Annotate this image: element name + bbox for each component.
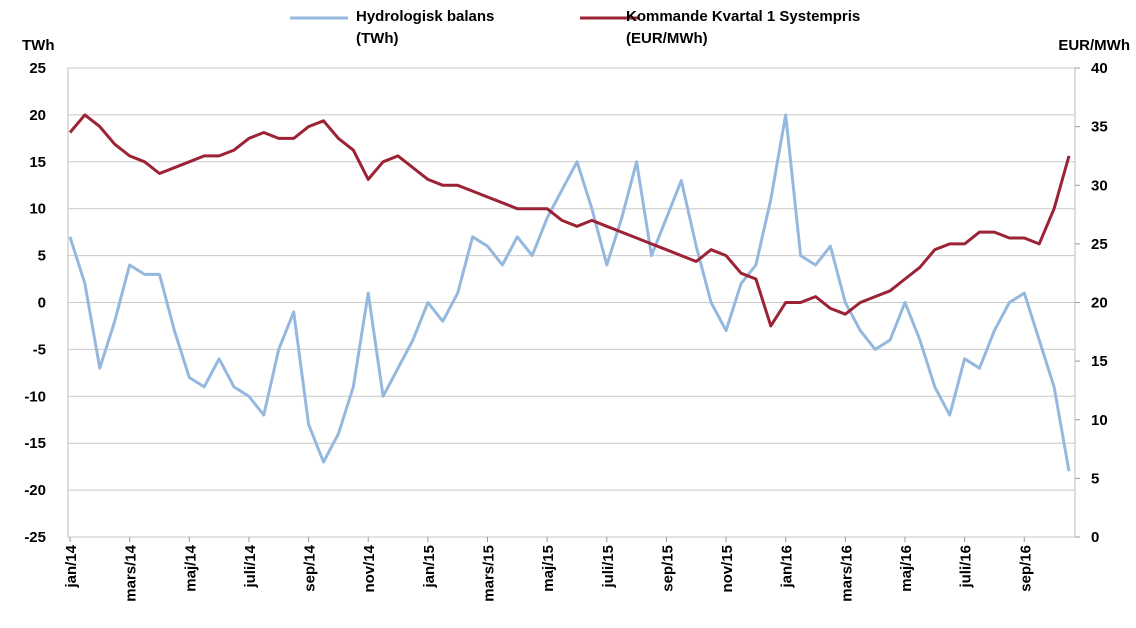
y2-tick-label: 10 (1091, 412, 1108, 429)
y-tick-label: 15 (29, 154, 46, 171)
y-tick-label: 20 (29, 107, 46, 124)
x-tick-label: jan/14 (63, 544, 80, 588)
x-tick-label: nov/14 (361, 544, 378, 592)
x-tick-label: maj/14 (182, 544, 199, 591)
y2-tick-label: 5 (1091, 470, 1099, 487)
y-tick-label: 5 (38, 248, 46, 265)
x-tick-label: juli/16 (958, 545, 975, 589)
x-tick-label: jan/15 (421, 545, 438, 589)
y2-tick-label: 20 (1091, 295, 1108, 312)
x-tick-label: mars/16 (838, 545, 855, 602)
x-tick-label: maj/16 (898, 545, 915, 592)
x-tick-label: mars/15 (480, 545, 497, 602)
y2-tick-label: 40 (1091, 60, 1108, 77)
series-line (68, 113, 1071, 472)
y2-tick-label: 15 (1091, 353, 1108, 370)
x-tick-label: sep/14 (302, 544, 319, 591)
x-tick-label: sep/16 (1017, 545, 1034, 592)
x-tick-label: juli/14 (242, 544, 259, 588)
series-line (68, 113, 1071, 328)
y-tick-label: -15 (24, 435, 46, 452)
y-tick-label: 25 (29, 60, 46, 77)
y2-tick-label: 30 (1091, 177, 1108, 194)
x-tick-label: mars/14 (123, 544, 140, 601)
x-tick-label: jan/16 (779, 545, 796, 589)
x-tick-label: sep/15 (659, 545, 676, 592)
y-tick-label: 0 (38, 295, 46, 312)
y2-tick-label: 35 (1091, 119, 1108, 136)
y-tick-label: -25 (24, 529, 46, 546)
y-tick-label: 10 (29, 201, 46, 218)
y2-tick-label: 25 (1091, 236, 1108, 253)
y2-tick-label: 0 (1091, 529, 1099, 546)
legend-label: Kommande Kvartal 1 Systempris (EUR/MWh) (626, 8, 861, 47)
y-tick-label: -5 (33, 341, 46, 358)
y-tick-label: -10 (24, 388, 46, 405)
legend-label: Hydrologisk balans (TWh) (356, 8, 495, 47)
y-tick-label: -20 (24, 482, 46, 499)
x-tick-label: juli/15 (600, 545, 617, 589)
x-tick-label: maj/15 (540, 545, 557, 592)
x-tick-label: nov/15 (719, 545, 736, 593)
y-axis-title: TWh (22, 37, 54, 54)
y2-axis-title: EUR/MWh (1058, 37, 1130, 54)
